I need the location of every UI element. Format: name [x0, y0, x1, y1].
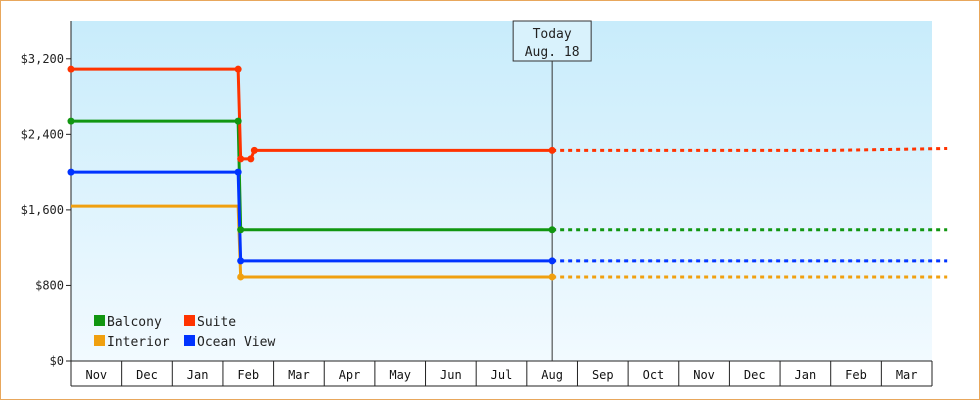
y-tick-label: $1,600 — [21, 203, 64, 217]
today-label: Today — [533, 27, 572, 42]
legend-label-suite: Suite — [197, 315, 236, 330]
y-tick-label: $0 — [50, 354, 64, 368]
month-label: Mar — [896, 368, 918, 382]
data-point-balcony — [548, 226, 556, 234]
today-date: Aug. 18 — [525, 45, 580, 60]
legend-swatch-suite — [184, 315, 195, 326]
month-label: Jun — [440, 368, 462, 382]
legend-swatch-balcony — [94, 315, 105, 326]
series-line-suite — [71, 67, 553, 161]
y-tick-label: $800 — [35, 278, 64, 292]
month-label: Feb — [845, 368, 867, 382]
month-label: Feb — [237, 368, 259, 382]
legend-label-ocean-view: Ocean View — [197, 335, 275, 350]
month-label: May — [389, 368, 411, 382]
month-label: Jul — [491, 368, 513, 382]
data-point-suite — [67, 65, 75, 73]
axes: $0 $800 $1,600 $2,400 $3,200 Nov Dec Jan Feb Mar A… — [21, 21, 933, 387]
month-label: Nov — [693, 368, 715, 382]
today-marker: Today Aug. 18 — [512, 20, 592, 361]
data-point-balcony — [237, 226, 245, 234]
legend-swatch-ocean-view — [184, 335, 195, 346]
y-tick-label: $3,200 — [21, 52, 64, 66]
month-label: Sep — [592, 368, 614, 382]
data-point-interior — [237, 273, 245, 281]
data-point-interior — [548, 273, 556, 281]
legend-label-interior: Interior — [107, 335, 170, 350]
legend-label-balcony: Balcony — [107, 315, 162, 330]
series-lines — [71, 67, 948, 279]
series-markers — [67, 65, 556, 281]
data-point-suite — [250, 146, 258, 154]
legend: Balcony Suite Interior Ocean View — [94, 315, 275, 350]
legend-swatch-interior — [94, 335, 105, 346]
data-point-ocean-view — [237, 257, 245, 265]
month-label: Oct — [643, 368, 665, 382]
month-label: Dec — [136, 368, 158, 382]
data-point-ocean-view — [234, 168, 242, 176]
plot-area — [71, 21, 932, 361]
y-tick-label: $2,400 — [21, 127, 64, 141]
month-label: Aug — [541, 368, 563, 382]
data-point-ocean-view — [67, 168, 75, 176]
month-label: Apr — [339, 368, 361, 382]
month-label: Jan — [187, 368, 209, 382]
data-point-balcony — [67, 117, 75, 125]
data-point-suite — [247, 155, 255, 163]
month-label: Nov — [85, 368, 107, 382]
month-label: Mar — [288, 368, 310, 382]
month-label: Jan — [795, 368, 817, 382]
series-line-ocean-view — [71, 170, 553, 263]
data-point-suite — [548, 146, 556, 154]
data-point-suite — [237, 155, 245, 163]
month-label: Dec — [744, 368, 766, 382]
data-point-ocean-view — [548, 257, 556, 265]
today-box — [512, 20, 592, 62]
data-point-balcony — [234, 117, 242, 125]
data-point-suite — [234, 65, 242, 73]
